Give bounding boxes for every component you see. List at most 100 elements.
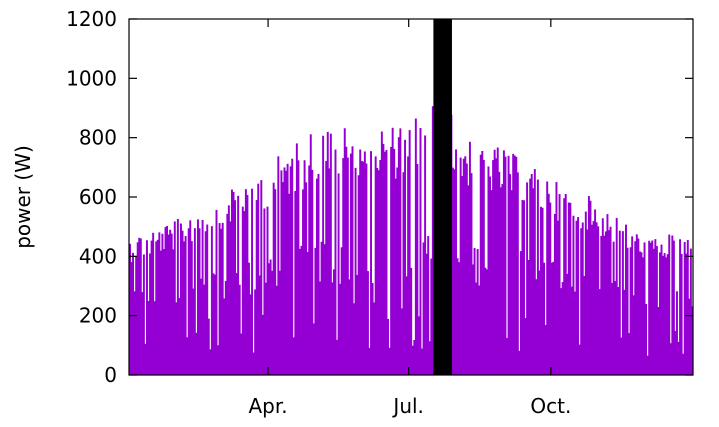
bar-day-301: [592, 221, 595, 375]
bar-day-11: [144, 343, 147, 375]
bar-day-179: [404, 139, 406, 375]
bar-day-333: [642, 257, 644, 375]
bar-day-245: [506, 338, 508, 375]
bar-day-219: [465, 163, 468, 375]
bar-day-232: [485, 269, 488, 375]
bar-day-355: [676, 291, 678, 375]
bar-day-65: [227, 205, 230, 375]
bar-day-353: [672, 240, 675, 375]
bar-day-109: [295, 143, 298, 375]
bar-day-265: [536, 179, 539, 375]
bar-day-325: [629, 247, 632, 375]
bar-day-152: [362, 161, 365, 375]
bar-day-306: [600, 235, 603, 375]
bar-day-165: [382, 143, 385, 375]
bar-day-84: [257, 183, 260, 375]
bar-day-274: [550, 262, 553, 375]
bar-day-270: [544, 324, 547, 375]
bar-day-81: [252, 352, 255, 375]
bar-day-290: [575, 220, 578, 375]
bar-day-83: [255, 200, 258, 375]
bar-day-344: [659, 252, 661, 375]
bar-day-171: [391, 127, 394, 375]
bar-day-345: [660, 244, 663, 375]
bar-day-50: [204, 231, 207, 375]
bar-day-261: [530, 173, 533, 375]
bar-day-75: [243, 211, 246, 375]
bar-day-154: [365, 163, 368, 375]
bar-day-77: [246, 194, 249, 375]
bar-day-94: [272, 182, 275, 375]
bar-day-292: [578, 344, 581, 375]
bar-day-233: [487, 166, 490, 375]
bar-day-189: [419, 128, 422, 375]
bar-day-174: [396, 167, 399, 375]
bar-day-242: [501, 184, 504, 375]
bar-day-275: [552, 261, 555, 375]
bar-day-147: [354, 167, 357, 375]
bar-day-99: [280, 170, 283, 375]
bar-day-235: [490, 190, 493, 375]
bar-day-360: [683, 242, 686, 375]
bar-day-105: [289, 166, 292, 375]
bar-day-324: [628, 333, 631, 375]
bar-day-331: [638, 251, 641, 375]
bar-day-238: [495, 158, 498, 375]
bar-day-323: [626, 247, 629, 375]
bar-day-299: [589, 200, 592, 375]
bar-day-68: [232, 191, 235, 375]
bar-day-313: [611, 282, 614, 375]
bar-day-158: [371, 282, 374, 375]
bar-day-128: [325, 160, 328, 375]
bar-day-297: [586, 229, 589, 375]
bar-day-134: [334, 149, 337, 375]
bar-day-250: [513, 155, 516, 375]
bar-day-143: [348, 279, 351, 375]
bar-day-243: [502, 150, 505, 375]
bar-day-251: [515, 156, 518, 375]
bar-day-125: [320, 241, 323, 375]
bar-day-210: [451, 167, 454, 375]
bar-day-316: [615, 217, 618, 375]
y-tick-label-600: 600: [79, 185, 117, 209]
bar-day-358: [680, 253, 683, 375]
bar-day-256: [523, 200, 525, 375]
bar-day-196: [430, 258, 433, 375]
bar-day-192: [424, 135, 427, 375]
bar-day-67: [230, 189, 233, 375]
bar-day-239: [496, 147, 499, 375]
y-axis: 0 200 400 600 800 1000 1200: [66, 7, 693, 387]
bar-day-137: [339, 283, 342, 375]
bar-day-322: [625, 224, 627, 375]
bar-day-364: [689, 248, 692, 375]
bar-day-262: [532, 188, 535, 375]
bar-day-354: [674, 331, 677, 375]
bar-day-330: [637, 238, 640, 375]
bar-day-2: [130, 262, 133, 375]
y-tick-label-1000: 1000: [66, 66, 117, 90]
bar-day-311: [608, 230, 610, 375]
bar-day-312: [609, 226, 612, 375]
bar-day-64: [226, 213, 229, 375]
bar-day-186: [414, 118, 417, 376]
bar-day-282: [563, 198, 566, 375]
bar-day-151: [360, 160, 363, 375]
bar-day-246: [507, 155, 510, 375]
bar-day-253: [518, 350, 521, 375]
bar-day-133: [332, 269, 335, 375]
bar-day-286: [569, 202, 572, 375]
bar-day-184: [411, 345, 414, 375]
bar-day-34: [179, 223, 182, 375]
bar-day-359: [682, 353, 685, 375]
bar-day-96: [275, 285, 278, 375]
bar-day-95: [274, 189, 277, 375]
bar-day-25: [166, 226, 169, 375]
bar-day-49: [203, 284, 206, 375]
bar-day-157: [370, 151, 372, 375]
bar-day-66: [229, 221, 232, 375]
bar-day-13: [147, 301, 150, 375]
bar-day-126: [322, 135, 325, 375]
highlight-band: [433, 19, 452, 375]
bar-day-346: [662, 255, 665, 375]
bar-day-102: [285, 170, 288, 375]
